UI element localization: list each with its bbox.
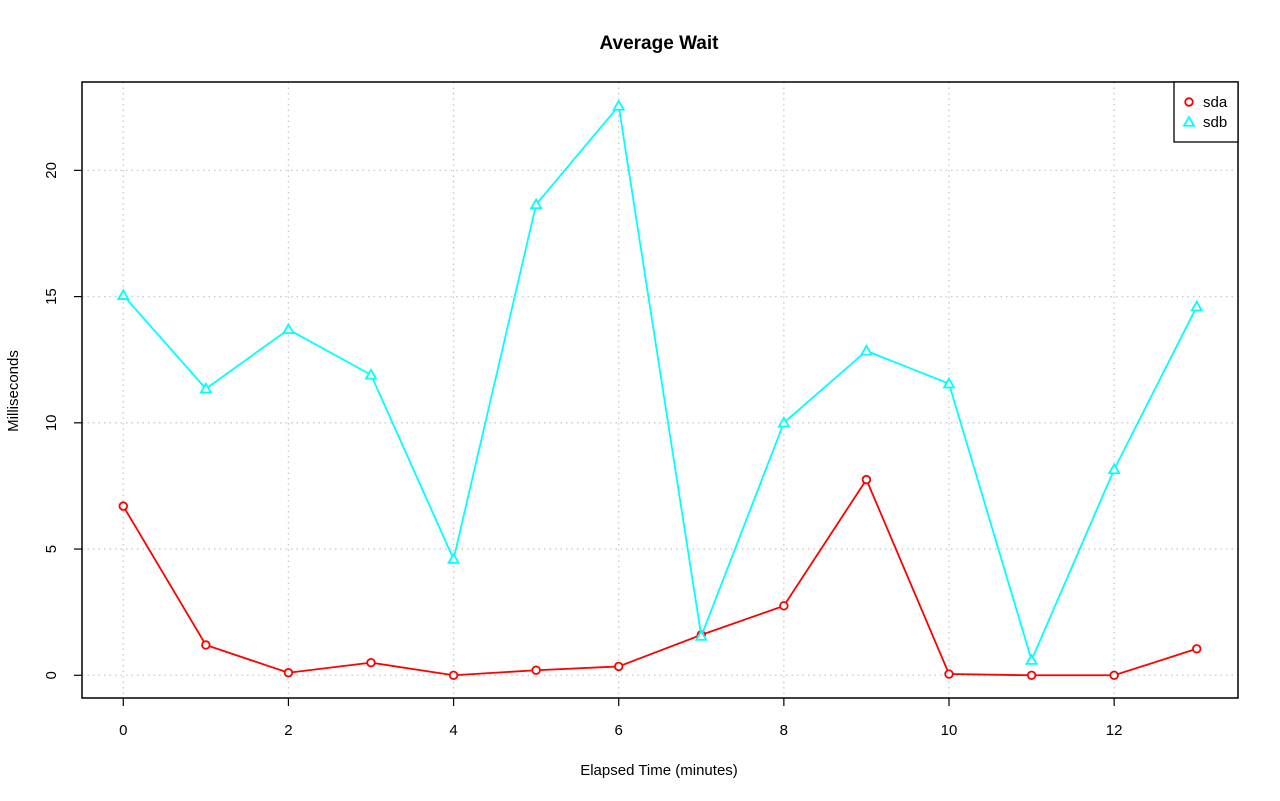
x-tick-label: 4 — [449, 722, 457, 739]
data-point-sda — [861, 474, 872, 485]
x-tick-label: 6 — [615, 722, 623, 739]
plot-frame — [81, 81, 1239, 699]
data-point-sdb — [447, 552, 461, 564]
series-sdb — [116, 99, 1204, 665]
data-point-sda — [118, 501, 128, 511]
data-point-sdb — [777, 416, 791, 428]
data-point-sdb — [859, 344, 873, 356]
y-axis-label: Milliseconds — [5, 350, 22, 432]
series-line-sda — [122, 477, 1197, 677]
y-tick-label: 5 — [43, 545, 60, 553]
data-point-sdb — [1107, 462, 1121, 475]
x-tick-label: 10 — [941, 722, 958, 739]
data-point-sdb — [942, 376, 956, 389]
series-line-sdb — [122, 103, 1198, 663]
data-point-sda — [201, 640, 211, 650]
data-point-sda — [366, 657, 376, 668]
legend-marker-sdb — [1182, 115, 1196, 127]
legend: sda sdb — [1173, 81, 1239, 143]
data-point-sda — [531, 665, 541, 675]
x-tick-label: 2 — [284, 722, 292, 739]
legend-label-sdb: sdb — [1203, 114, 1227, 131]
data-point-sda — [283, 668, 294, 678]
y-axis: 0 5 10 15 20 — [43, 162, 82, 679]
data-point-sdb — [199, 381, 213, 394]
y-tick-label: 20 — [43, 162, 60, 179]
data-point-sdb — [529, 197, 543, 210]
series-layer — [116, 99, 1204, 680]
series-sda — [118, 474, 1202, 680]
data-point-sdb — [1190, 299, 1204, 312]
y-tick-label: 10 — [43, 414, 60, 431]
x-tick-label: 0 — [119, 722, 127, 739]
legend-label-sda: sda — [1203, 94, 1228, 111]
chart-title: Average Wait — [600, 33, 720, 54]
data-point-sda — [1109, 670, 1119, 680]
data-point-sdb — [612, 99, 626, 111]
data-point-sdb — [694, 629, 708, 641]
x-axis: 0 2 4 6 8 10 12 — [119, 698, 1122, 739]
data-point-sda — [614, 661, 624, 672]
x-axis-label: Elapsed Time (minutes) — [580, 762, 738, 779]
grid — [82, 82, 1238, 698]
legend-marker-sda — [1184, 97, 1194, 107]
x-tick-label: 8 — [780, 722, 788, 739]
data-point-sdb — [364, 368, 378, 380]
data-point-sdb — [281, 322, 295, 335]
data-point-sda — [1192, 644, 1202, 654]
y-tick-label: 0 — [43, 671, 60, 679]
data-point-sda — [448, 670, 459, 680]
y-tick-label: 15 — [43, 288, 60, 305]
data-point-sda — [779, 601, 789, 611]
data-point-sdb — [116, 288, 130, 300]
data-point-sda — [944, 669, 954, 679]
data-point-sdb — [1025, 653, 1039, 665]
x-tick-label: 12 — [1106, 722, 1123, 739]
legend-box — [1173, 81, 1239, 143]
data-point-sda — [1026, 670, 1037, 680]
